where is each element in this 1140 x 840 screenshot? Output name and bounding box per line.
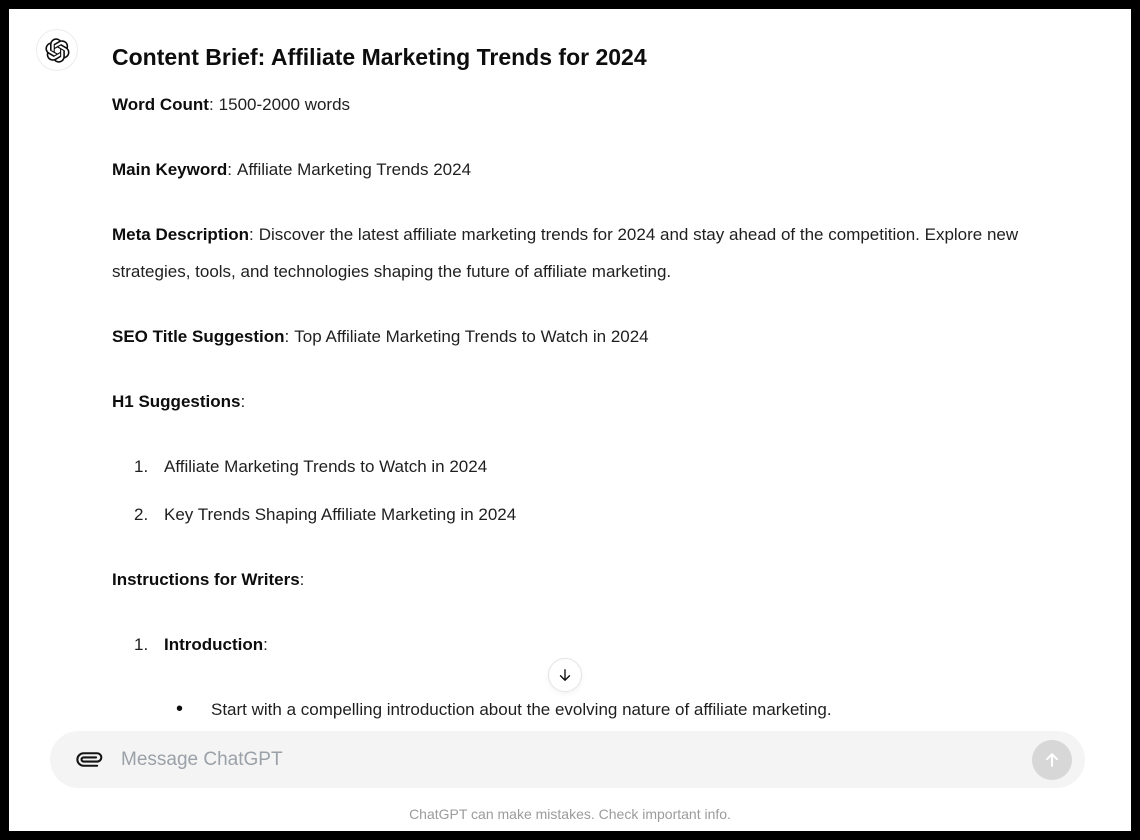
colon: : — [248, 225, 254, 244]
list-item: Affiliate Marketing Trends to Watch in 2… — [112, 448, 1077, 485]
seo-title-row: SEO Title Suggestion: Top Affiliate Marke… — [112, 318, 1077, 355]
colon: : — [227, 160, 232, 179]
list-item: Key Trends Shaping Affiliate Marketing i… — [112, 496, 1077, 533]
instruction-bullets: Start with a compelling introduction abo… — [164, 691, 1077, 728]
field-label: Word Count — [112, 95, 209, 114]
message-content: Content Brief: Affiliate Marketing Trend… — [112, 42, 1077, 728]
field-value: Top Affiliate Marketing Trends to Watch … — [294, 327, 649, 346]
colon: : — [208, 95, 214, 114]
paperclip-icon — [75, 752, 102, 767]
chat-view: Content Brief: Affiliate Marketing Trend… — [9, 9, 1131, 831]
attach-button[interactable] — [72, 743, 106, 777]
colon: : — [284, 327, 290, 346]
message-title: Content Brief: Affiliate Marketing Trend… — [112, 44, 647, 70]
message-composer — [50, 731, 1085, 788]
bullet-item: Start with a compelling introduction abo… — [164, 691, 1077, 728]
arrow-down-icon — [559, 669, 571, 681]
word-count-row: Word Count: 1500-2000 words — [112, 86, 1077, 123]
meta-description-row: Meta Description: Discover the latest aff… — [112, 216, 1077, 290]
list-item: Introduction: Start with a compelling in… — [112, 626, 1077, 728]
colon: : — [299, 570, 305, 589]
disclaimer-text: ChatGPT can make mistakes. Check importa… — [409, 806, 731, 822]
main-keyword-row: Main Keyword: Affiliate Marketing Trends … — [112, 151, 1077, 188]
section-label: H1 Suggestions — [112, 392, 241, 411]
section-label: Instructions for Writers — [112, 570, 300, 589]
instruction-label: Introduction — [164, 635, 264, 654]
colon: : — [240, 392, 246, 411]
field-label: Meta Description — [112, 225, 249, 244]
message-input[interactable] — [119, 747, 1032, 772]
colon: : — [263, 635, 268, 654]
field-label: SEO Title Suggestion — [112, 327, 285, 346]
arrow-up-icon — [1046, 752, 1058, 767]
bullet-text: Start with a compelling introduction abo… — [211, 700, 832, 719]
list-item-text: Key Trends Shaping Affiliate Marketing i… — [164, 505, 517, 524]
instructions-heading: Instructions for Writers: — [112, 561, 1077, 598]
send-button[interactable] — [1032, 739, 1072, 780]
scroll-to-bottom-button[interactable] — [548, 658, 582, 692]
h1-suggestions-list: Affiliate Marketing Trends to Watch in 2… — [112, 448, 1077, 533]
assistant-avatar — [36, 29, 78, 71]
list-item-text: Affiliate Marketing Trends to Watch in 2… — [164, 457, 488, 476]
field-value: Discover the latest affiliate marketing … — [112, 225, 1019, 281]
openai-logo-icon — [44, 37, 69, 63]
field-value: 1500-2000 words — [218, 95, 351, 114]
h1-suggestions-heading: H1 Suggestions: — [112, 383, 1077, 420]
field-label: Main Keyword — [112, 160, 228, 179]
instructions-list: Introduction: Start with a compelling in… — [112, 626, 1077, 728]
assistant-message: Content Brief: Affiliate Marketing Trend… — [36, 29, 1077, 728]
field-value: Affiliate Marketing Trends 2024 — [236, 160, 472, 179]
